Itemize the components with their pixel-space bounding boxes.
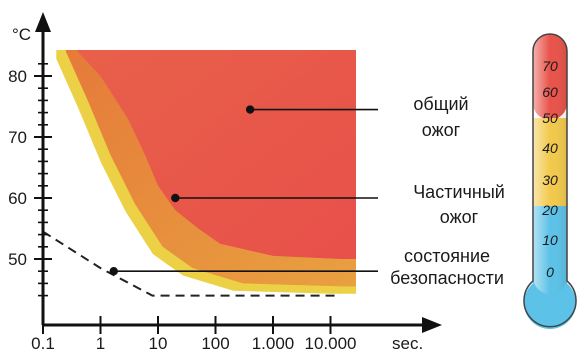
y-tick-label: 60	[8, 189, 27, 208]
thermometer-icon: 70 60 50 40 30 20 10 0	[523, 33, 577, 329]
y-tick-label: 50	[8, 250, 27, 269]
annotation-label: Частичный	[413, 182, 505, 202]
x-axis-arrow	[422, 317, 442, 333]
annotations: общий ожог Частичный ожог состояниебезопасно…	[109, 94, 505, 288]
x-tick-label: 10	[149, 334, 168, 353]
thermometer-label: 50	[542, 110, 558, 126]
annotation-label: состояние	[404, 246, 490, 266]
thermometer-label: 40	[542, 140, 558, 156]
annotation-label: безопасности	[390, 268, 504, 288]
x-tick-label: 0.1	[31, 334, 55, 353]
thermometer-label: 30	[542, 172, 558, 188]
burn-regions	[56, 50, 357, 294]
y-minor-ticks	[38, 62, 48, 297]
region-general-burn	[77, 50, 356, 259]
thermometer-label: 0	[546, 264, 554, 280]
y-tick-label: 80	[8, 67, 27, 86]
safe-zone-dashed-line	[42, 230, 341, 297]
annotation-label: общий	[413, 94, 468, 114]
annotation-point	[171, 193, 180, 203]
x-axis-unit: sec.	[392, 334, 423, 353]
x-tick-label: 10.000	[305, 334, 357, 353]
thermometer-label: 60	[542, 84, 558, 100]
x-tick-label: 100	[201, 334, 229, 353]
thermometer-label: 70	[542, 58, 558, 74]
x-tick-label: 1.000	[252, 334, 295, 353]
y-tick-label: 70	[8, 128, 27, 147]
y-major-ticks: 50 60 70 80	[8, 67, 52, 269]
x-tick-label: 1	[96, 334, 105, 353]
annotation-point	[109, 267, 118, 276]
thermometer-label: 10	[542, 232, 558, 248]
chart-axes	[35, 12, 442, 333]
thermometer-outline	[523, 33, 577, 328]
annotation-label: ожог	[422, 120, 461, 140]
thermometer-labels: 70 60 50 40 30 20 10 0	[541, 58, 558, 280]
thermometer-bulb	[524, 277, 576, 329]
annotation-label: ожог	[440, 207, 479, 227]
y-axis-unit: °C	[12, 25, 31, 44]
annotation-point	[245, 105, 255, 114]
x-ticks: 0.1 1 10 100 1.000 10.000	[31, 316, 357, 353]
y-axis-arrow	[35, 12, 51, 32]
thermometer-label: 20	[541, 202, 558, 218]
